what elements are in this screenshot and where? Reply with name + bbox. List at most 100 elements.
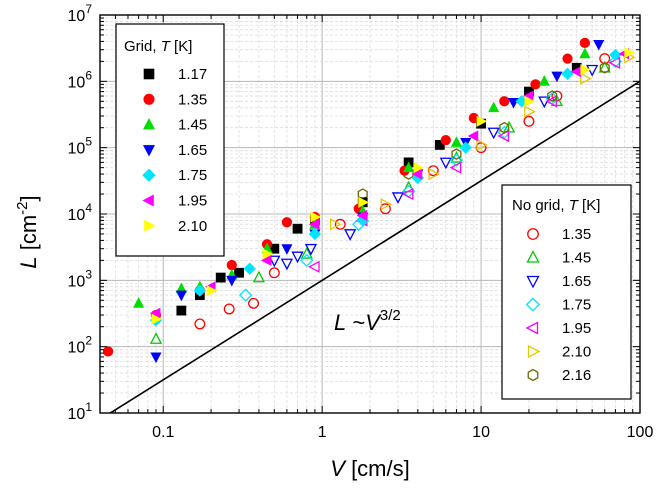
legend-grid-title: Grid, T [K] bbox=[124, 38, 192, 55]
legend-label: 1.75 bbox=[562, 297, 591, 314]
axis-ticks bbox=[99, 14, 641, 414]
data-point bbox=[280, 258, 294, 271]
data-point bbox=[308, 227, 322, 241]
y-tick-label: 103 bbox=[68, 267, 93, 290]
data-point bbox=[223, 303, 235, 315]
data-point bbox=[193, 284, 207, 297]
data-point bbox=[599, 61, 610, 74]
data-point bbox=[268, 255, 281, 268]
data-point bbox=[475, 142, 487, 154]
data-point bbox=[440, 134, 451, 146]
y-axis-label: L [cm-2] bbox=[14, 195, 41, 268]
data-point bbox=[523, 115, 535, 127]
data-point bbox=[451, 148, 462, 160]
series-grid-2-10 bbox=[151, 47, 635, 325]
legend-label: 1.35 bbox=[178, 91, 207, 108]
data-point bbox=[439, 157, 452, 170]
legend-grid: Grid, T [K] 1.17 1.35 1.45 1.65 1.75 1.95 2.10 bbox=[115, 23, 225, 257]
y-tick-label: 101 bbox=[68, 400, 93, 423]
series-no-grid-1-35 bbox=[194, 53, 611, 330]
data-point bbox=[344, 229, 357, 241]
data-point bbox=[194, 318, 206, 330]
data-point bbox=[499, 96, 510, 107]
data-point bbox=[292, 223, 303, 234]
data-point bbox=[133, 297, 145, 308]
data-point bbox=[149, 332, 163, 344]
data-point bbox=[176, 305, 187, 316]
legend-marker-triangle-down bbox=[143, 145, 155, 157]
legend-nogrid-box bbox=[501, 184, 632, 400]
data-point bbox=[401, 187, 414, 201]
data-point bbox=[300, 253, 314, 268]
legend-marker-triangle-up bbox=[526, 250, 540, 263]
y-tick-labels: 101 102 103 104 105 106 107 bbox=[68, 2, 93, 423]
data-point bbox=[268, 267, 280, 279]
data-point bbox=[308, 218, 320, 230]
x-tick-label: 0.1 bbox=[152, 424, 174, 441]
legend-label: 1.65 bbox=[178, 142, 207, 159]
y-tick-label: 104 bbox=[68, 201, 93, 224]
legend-label: 1.95 bbox=[178, 193, 207, 210]
data-point bbox=[391, 192, 405, 204]
reference-line bbox=[108, 80, 640, 413]
legend-label: 1.35 bbox=[562, 226, 591, 243]
data-point bbox=[598, 60, 611, 73]
data-point bbox=[151, 313, 163, 325]
data-point bbox=[248, 297, 260, 309]
data-point bbox=[238, 288, 253, 302]
data-point bbox=[487, 127, 500, 140]
data-point bbox=[102, 346, 114, 357]
data-point bbox=[545, 95, 557, 108]
data-point bbox=[524, 105, 536, 118]
data-point bbox=[593, 39, 605, 51]
data-point bbox=[150, 352, 162, 364]
legend-label: 2.10 bbox=[562, 344, 591, 361]
data-point bbox=[329, 218, 342, 231]
data-point bbox=[260, 254, 272, 266]
y-tick-label: 106 bbox=[68, 68, 93, 91]
data-point bbox=[413, 162, 425, 174]
data-point bbox=[304, 243, 318, 256]
x-tick-labels: 0.1 1 10 100 bbox=[152, 424, 653, 441]
data-point bbox=[175, 290, 187, 302]
y-tick-label: 107 bbox=[68, 2, 93, 25]
data-point bbox=[226, 275, 238, 287]
data-point bbox=[281, 244, 293, 255]
data-point bbox=[281, 217, 293, 228]
legend-marker-triangle-right bbox=[144, 219, 156, 232]
data-point bbox=[476, 138, 489, 152]
legend-marker-triangle-right bbox=[527, 344, 541, 359]
legend-label: 1.45 bbox=[562, 250, 591, 267]
data-point bbox=[206, 285, 218, 297]
data-point bbox=[427, 165, 439, 177]
data-point bbox=[561, 67, 574, 80]
data-point bbox=[215, 272, 226, 283]
x-tick-label: 100 bbox=[627, 424, 654, 441]
legend-marker-diamond bbox=[142, 168, 156, 182]
data-point bbox=[497, 129, 510, 143]
legend-marker-triangle-down bbox=[526, 275, 540, 289]
data-point bbox=[379, 203, 391, 215]
data-point bbox=[562, 53, 573, 64]
data-point bbox=[428, 167, 441, 181]
y-tick-label: 105 bbox=[68, 135, 93, 158]
data-point bbox=[547, 90, 558, 102]
legend-grid-box bbox=[115, 23, 225, 257]
legend-marker-triangle-up bbox=[143, 117, 155, 130]
legend-marker-triangle-left bbox=[525, 321, 539, 335]
data-point bbox=[579, 47, 591, 59]
data-point bbox=[579, 37, 591, 49]
data-point bbox=[450, 136, 463, 147]
data-point bbox=[538, 75, 550, 86]
data-point bbox=[234, 267, 244, 278]
data-point bbox=[226, 259, 237, 271]
data-point bbox=[449, 153, 464, 167]
data-point bbox=[380, 198, 393, 211]
data-point bbox=[459, 141, 472, 154]
data-point bbox=[524, 95, 536, 107]
data-point bbox=[411, 168, 423, 180]
data-point bbox=[580, 64, 592, 76]
legend-label: 1.75 bbox=[178, 167, 207, 184]
legend-marker-square bbox=[143, 68, 155, 80]
